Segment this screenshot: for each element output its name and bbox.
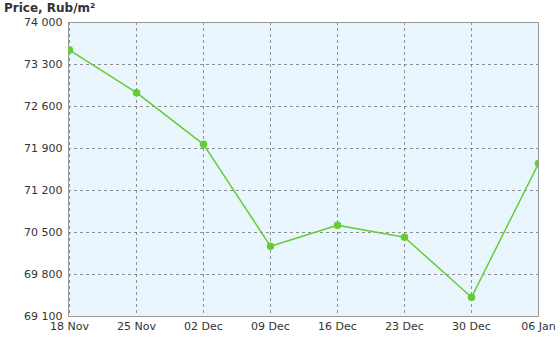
svg-text:69 800: 69 800: [24, 268, 63, 281]
svg-text:06 Jan: 06 Jan: [521, 320, 555, 333]
svg-text:02 Dec: 02 Dec: [184, 320, 223, 333]
svg-text:69 100: 69 100: [24, 310, 63, 323]
svg-text:70 500: 70 500: [24, 226, 63, 239]
svg-text:73 300: 73 300: [24, 58, 63, 71]
svg-text:71 900: 71 900: [24, 142, 63, 155]
svg-text:72 600: 72 600: [24, 100, 63, 113]
svg-text:74 000: 74 000: [24, 18, 63, 29]
svg-text:09 Dec: 09 Dec: [251, 320, 290, 333]
svg-text:25 Nov: 25 Nov: [117, 320, 156, 333]
svg-text:30 Dec: 30 Dec: [452, 320, 491, 333]
svg-text:23 Dec: 23 Dec: [385, 320, 424, 333]
svg-text:18 Nov: 18 Nov: [50, 320, 89, 333]
svg-text:16 Dec: 16 Dec: [318, 320, 357, 333]
html-text:Price, Rub/m²: Price, Rub/m²: [4, 1, 96, 15]
svg-text:71 200: 71 200: [24, 184, 63, 197]
